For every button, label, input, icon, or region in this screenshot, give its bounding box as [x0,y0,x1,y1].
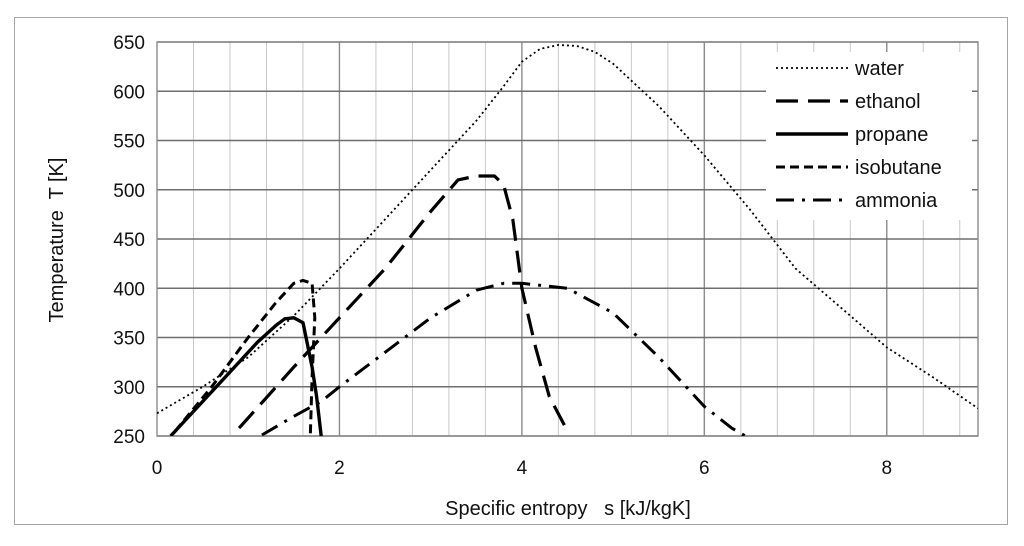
legend-label-water: water [854,58,904,80]
x-tick-label: 8 [881,458,892,479]
tick-layer: 0 2 4 6 8 250 300 350 400 450 500 550 600 650 [113,33,892,479]
y-tick-label: 600 [113,82,145,103]
y-tick-label: 650 [113,33,145,54]
y-tick-label: 500 [113,181,145,202]
x-tick-label: 0 [152,458,163,479]
y-tick-label: 300 [113,378,145,399]
legend-label-ammonia: ammonia [855,190,938,212]
y-tick-label: 250 [113,427,145,448]
series-layer [157,44,978,436]
y-tick-label: 550 [113,132,145,153]
plot-area-border [156,41,979,437]
series-line-ethanol [237,174,569,432]
series-line-ammonia [261,281,747,436]
x-tick-label: 6 [699,458,710,479]
series-line-isobutane [174,278,317,436]
y-tick-label: 400 [113,279,145,300]
x-tick-label: 4 [517,458,528,479]
series-line-water [157,44,978,415]
legend: water ethanol propane isobutane ammonia [776,58,942,212]
legend-background [766,52,972,220]
legend-label-ethanol: ethanol [855,91,921,113]
y-tick-label: 350 [113,329,145,350]
legend-label-isobutane: isobutane [855,157,942,179]
y-tick-label: 450 [113,230,145,251]
y-axis-title: Temperature T [K] [46,158,68,323]
legend-label-propane: propane [855,124,928,146]
x-axis-title: Specific entropy s [kJ/kgK] [445,498,691,520]
x-tick-label: 2 [334,458,345,479]
